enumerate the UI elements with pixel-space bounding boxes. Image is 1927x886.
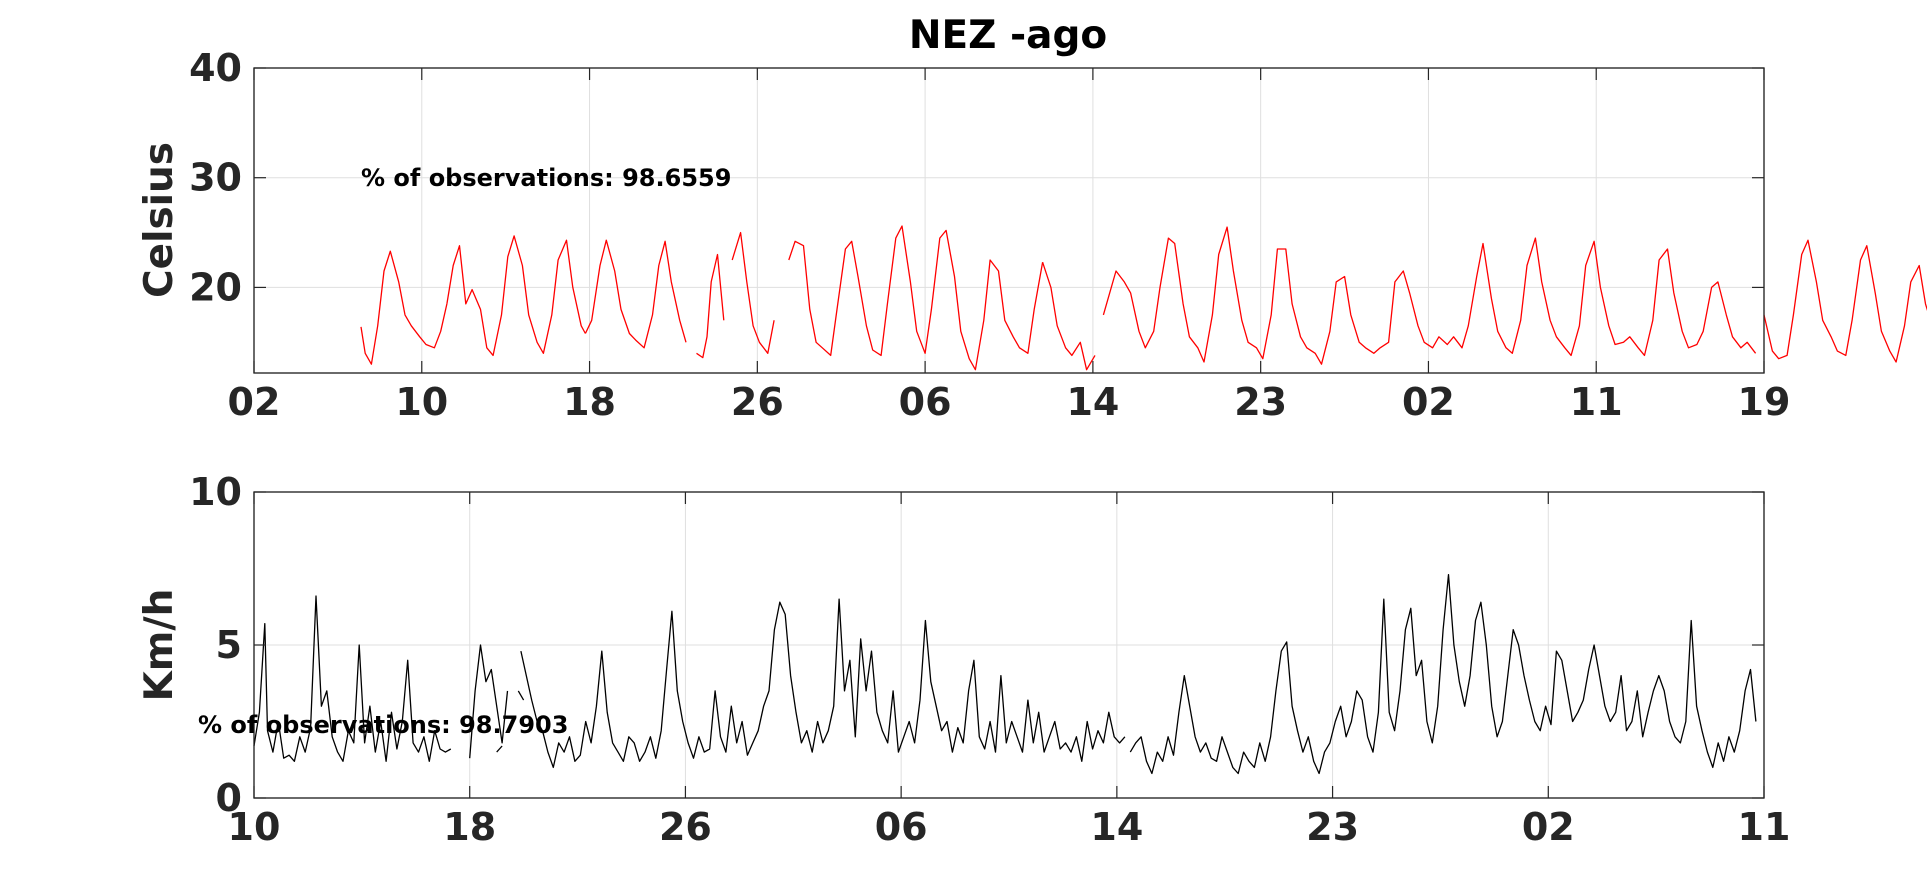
temperature-x-tick-label: 11 [1570,380,1623,424]
temperature-panel: 02 10 18 26 06 14 23 02 11 19 20 30 40 Celsius % of … [137,46,1927,424]
temperature-series [360,225,1927,371]
wind-series-line [469,644,509,759]
wind-series [253,573,1757,775]
wind-speed-panel: 10 18 26 06 14 23 02 11 0 5 10 Km/h % of observati… [137,470,1790,849]
wind-x-tick-label: 06 [875,805,928,849]
temperature-x-tick-label: 26 [731,380,784,424]
wind-y-tick-label: 5 [216,623,242,667]
temperature-y-tick-label: 20 [189,265,242,309]
temperature-series-line [360,250,448,365]
wind-x-tick-label: 10 [228,805,281,849]
wind-x-tick-label: 23 [1306,805,1359,849]
wind-series-line [517,690,525,701]
temperature-series-line [1041,261,1096,371]
temperature-series-line [584,239,687,349]
temperature-y-axis-label: Celsius [137,142,182,298]
temperature-y-tick-label: 40 [189,46,242,90]
wind-y-tick-label: 10 [189,470,242,514]
wind-x-tick-label: 26 [659,805,712,849]
temperature-series-line [1102,226,1757,365]
temperature-x-tick-label: 10 [395,380,448,424]
temperature-series-line [1763,239,1927,363]
temperature-x-tick-label: 02 [228,380,281,424]
temperature-x-tick-label: 02 [1402,380,1455,424]
wind-y-axis-label: Km/h [137,589,182,702]
temperature-x-tick-label: 23 [1234,380,1287,424]
temperature-series-line [696,253,725,359]
wind-ticks: 10 18 26 06 14 23 02 11 0 5 10 [189,470,1790,849]
temperature-x-tick-label: 19 [1738,380,1791,424]
wind-series-line [1129,573,1757,775]
temperature-series-line [731,231,775,354]
wind-series-line [253,595,452,762]
temperature-x-tick-label: 14 [1066,380,1119,424]
temperature-observation-annotation: % of observations: 98.6559 [361,164,731,192]
wind-x-tick-label: 02 [1522,805,1575,849]
figure-title: NEZ -ago [909,13,1107,58]
temperature-series-line [788,225,1044,371]
wind-series-line [496,745,503,753]
wind-y-tick-label: 0 [216,776,242,820]
temperature-axes-frame [253,67,1765,374]
temperature-ticks: 02 10 18 26 06 14 23 02 11 19 20 30 40 [189,46,1790,424]
wind-x-tick-label: 11 [1738,805,1791,849]
temperature-axes-background [253,67,1765,374]
temperature-x-tick-label: 06 [899,380,952,424]
temperature-grid [254,68,1764,373]
wind-series-line [520,598,1126,769]
temperature-series-line [446,235,586,357]
wind-observation-annotation: % of observations: 98.7903 [198,711,568,739]
wind-x-tick-label: 18 [443,805,496,849]
temperature-y-tick-label: 30 [189,156,242,200]
temperature-x-tick-label: 18 [563,380,616,424]
wind-grid [254,492,1764,798]
wind-x-tick-label: 14 [1090,805,1143,849]
